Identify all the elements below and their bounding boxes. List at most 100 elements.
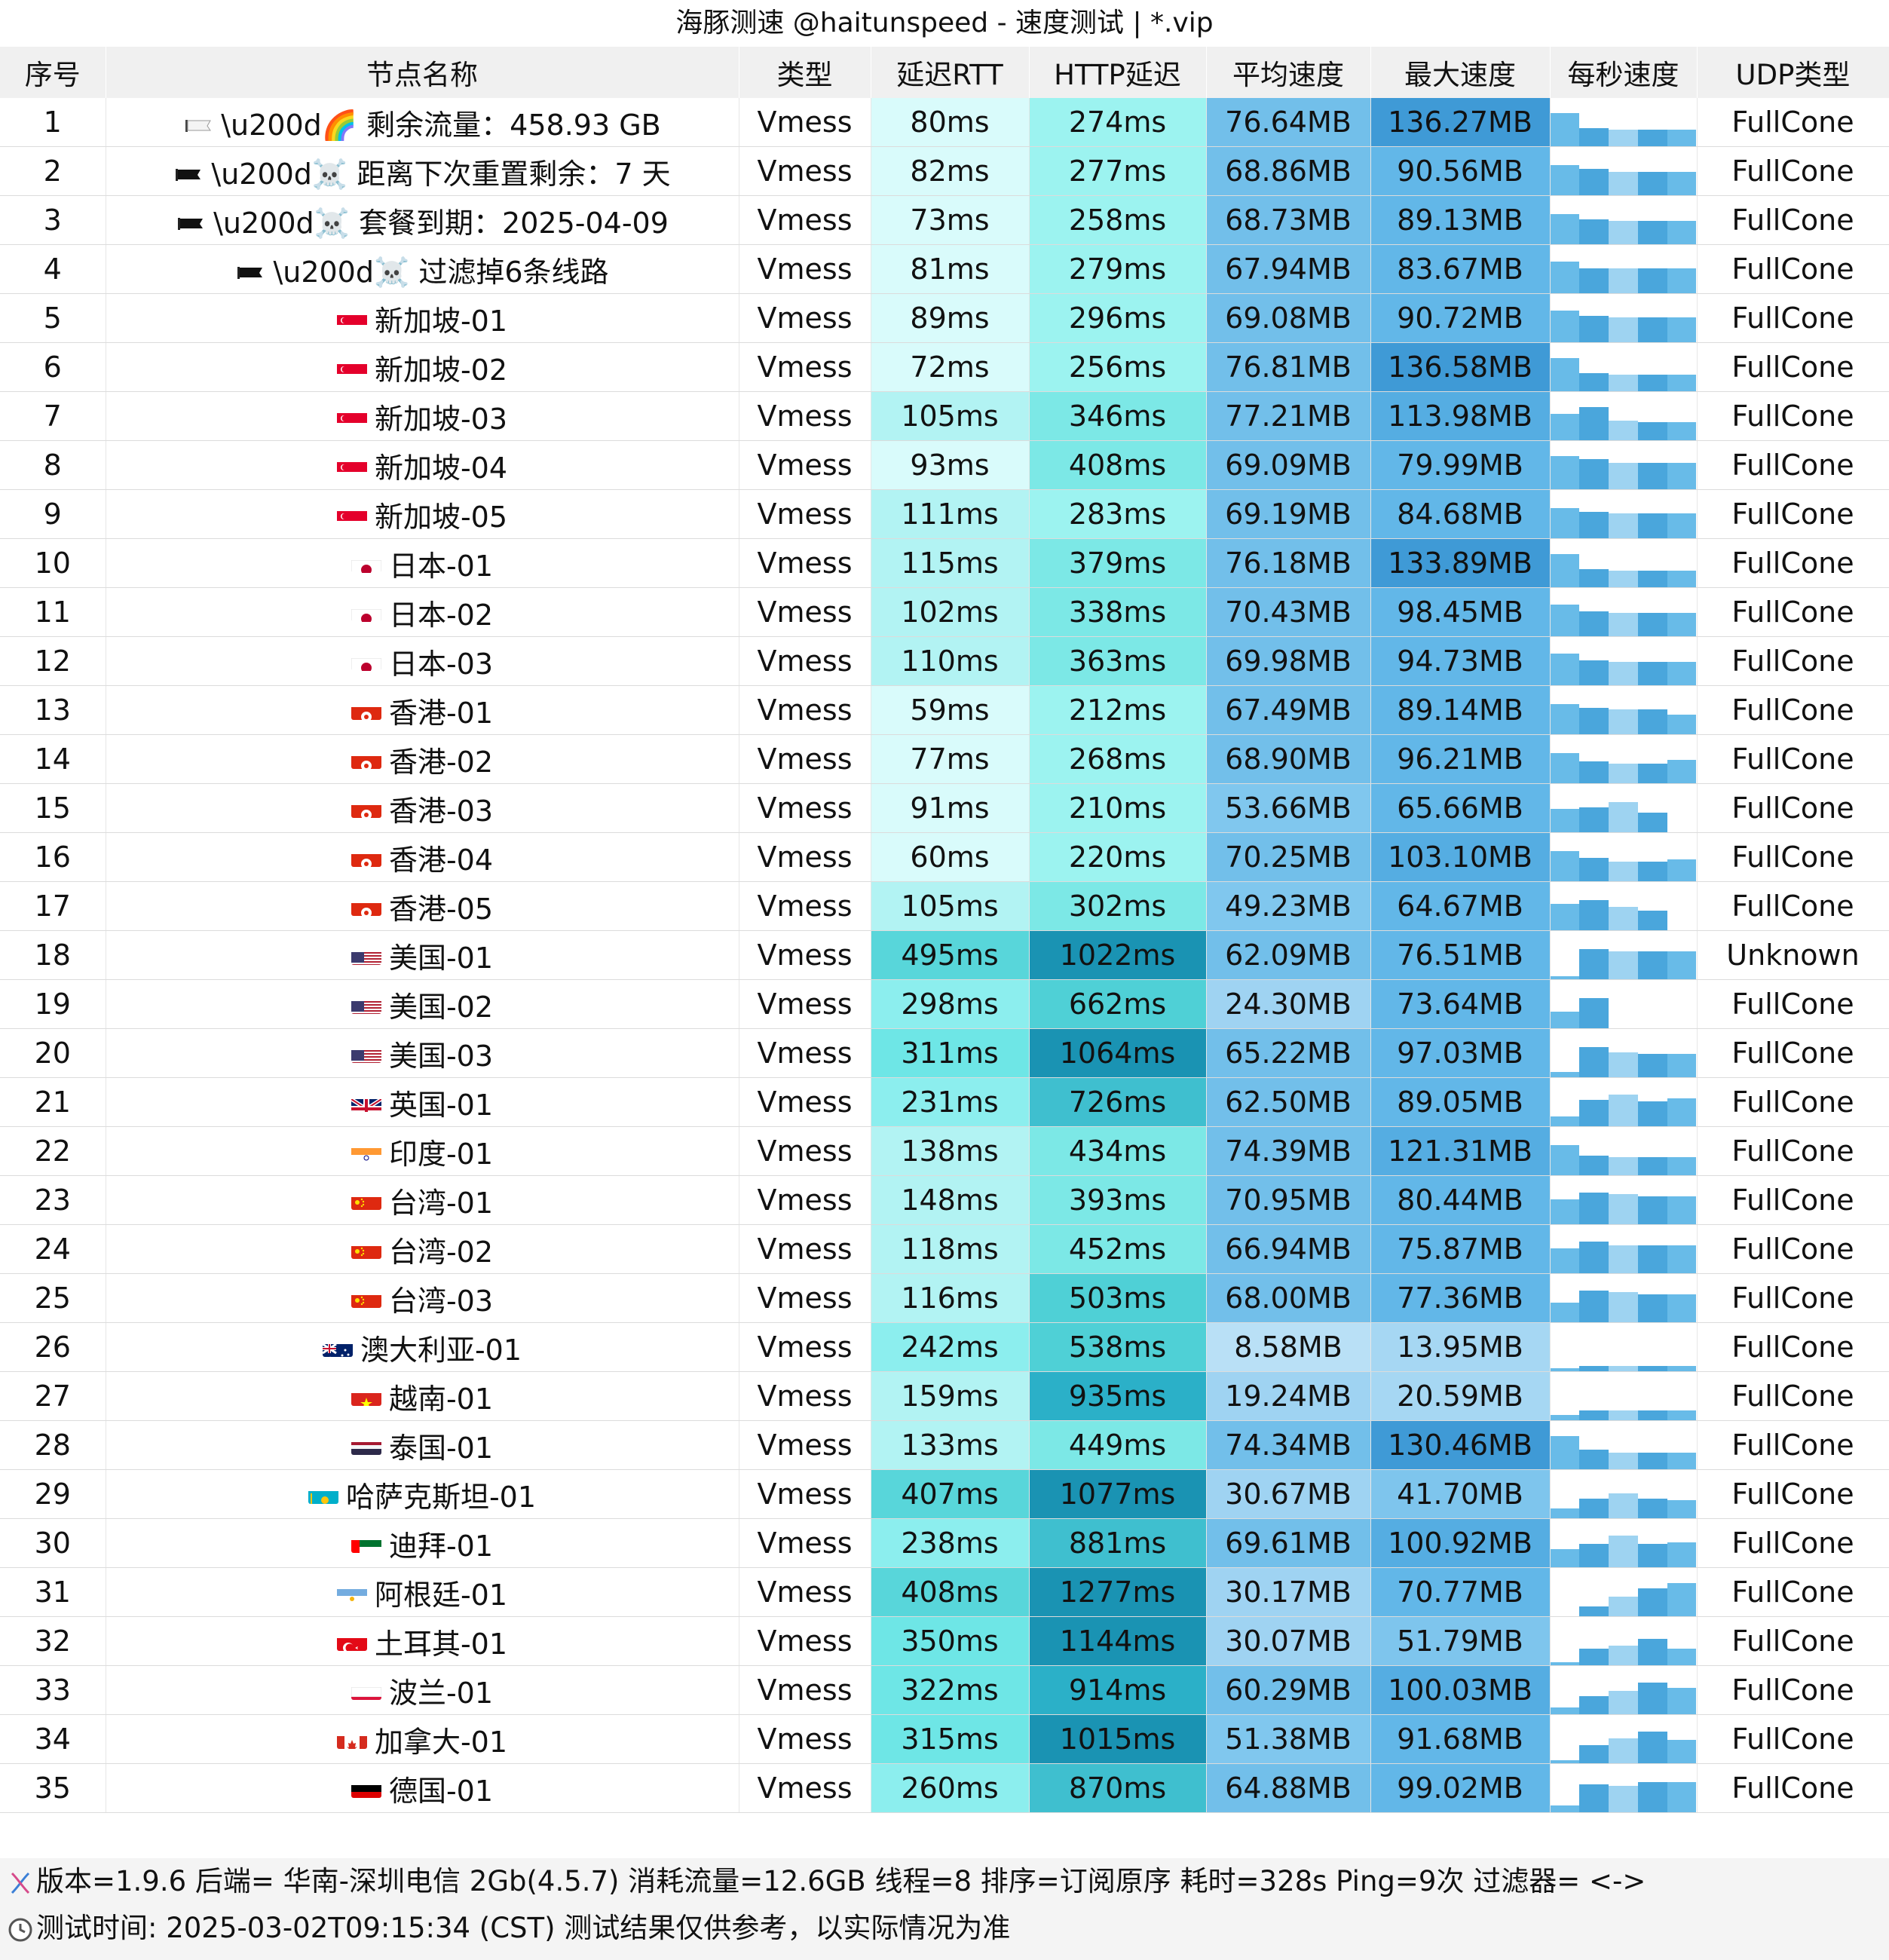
table-row[interactable]: 21 英国-01 Vmess 231ms 726ms 62.50MB 89.05MB Full… [0,1077,1889,1127]
node-name: 哈萨克斯坦-01 [345,1480,537,1514]
table-row[interactable]: 4 \u200d☠️ 过滤掉6条线路 Vmess 81ms 279ms 67.94MB 83… [0,244,1889,294]
table-row[interactable]: 33 波兰-01 Vmess 322ms 914ms 60.29MB 100.03MB Ful… [0,1665,1889,1715]
speed-bar [1579,1291,1609,1322]
speed-bar [1579,1696,1609,1714]
table-row[interactable]: 28 泰国-01 Vmess 133ms 449ms 74.34MB 130.46MB Ful… [0,1420,1889,1470]
table-row[interactable]: 14 香港-02 Vmess 77ms 268ms 68.90MB 96.21MB FullC… [0,734,1889,784]
speed-bar [1637,375,1667,391]
table-row[interactable]: 6 新加坡-02 Vmess 72ms 256ms 76.81MB 136.58MB Full… [0,342,1889,392]
table-row[interactable]: 17 香港-05 Vmess 105ms 302ms 49.23MB 64.67MB Full… [0,881,1889,931]
rtt-latency: 59ms [871,685,1030,735]
table-row[interactable]: 5 新加坡-01 Vmess 89ms 296ms 69.08MB 90.72MB FullC… [0,293,1889,343]
table-row[interactable]: 34 加拿大-01 Vmess 315ms 1015ms 51.38MB 91.68MB Fu… [0,1714,1889,1764]
per-second-sparkline [1550,636,1698,686]
table-row[interactable]: 31 阿根廷-01 Vmess 408ms 1277ms 30.17MB 70.77MB Fu… [0,1567,1889,1617]
table-row[interactable]: 29 哈萨克斯坦-01 Vmess 407ms 1077ms 30.67MB 41.70MB… [0,1469,1889,1519]
table-row[interactable]: 30 迪拜-01 Vmess 238ms 881ms 69.61MB 100.92MB Ful… [0,1518,1889,1568]
col-header-max-speed[interactable]: 最大速度 [1370,47,1551,98]
row-index: 3 [0,195,106,245]
node-type: Vmess [739,1126,871,1176]
speed-bar [1579,316,1609,342]
max-speed: 73.64MB [1370,979,1551,1029]
col-header-per-second[interactable]: 每秒速度 [1550,47,1698,98]
table-row[interactable]: 22 印度-01 Vmess 138ms 434ms 74.39MB 121.31MB Ful… [0,1126,1889,1176]
table-row[interactable]: 1 \u200d🌈 剩余流量：458.93 GB Vmess 80ms 274ms 76.… [0,98,1889,147]
table-row[interactable]: 27 越南-01 Vmess 159ms 935ms 19.24MB 20.59MB Full… [0,1371,1889,1421]
table-row[interactable]: 26 澳大利亚-01 Vmess 242ms 538ms 8.58MB 13.95MB Ful… [0,1322,1889,1372]
col-header-udp-type[interactable]: UDP类型 [1697,47,1889,98]
speed-bar [1579,1156,1609,1175]
node-type: Vmess [739,1420,871,1470]
hk-flag-icon [351,749,381,769]
speed-bar [1609,571,1638,587]
table-row[interactable]: 7 新加坡-03 Vmess 105ms 346ms 77.21MB 113.98MB Ful… [0,391,1889,441]
rtt-latency: 231ms [871,1077,1030,1127]
speed-bar [1637,709,1667,734]
speed-bar [1550,605,1580,636]
table-row[interactable]: 16 香港-04 Vmess 60ms 220ms 70.25MB 103.10MB Full… [0,832,1889,882]
table-row[interactable]: 10 日本-01 Vmess 115ms 379ms 76.18MB 133.89MB Ful… [0,538,1889,588]
table-row[interactable]: 24 台湾-02 Vmess 118ms 452ms 66.94MB 75.87MB Full… [0,1224,1889,1274]
avg-speed: 65.22MB [1206,1028,1371,1078]
rtt-latency: 115ms [871,538,1030,588]
node-type: Vmess [739,979,871,1029]
speed-bar [1579,660,1609,685]
tw-flag-icon [351,1239,381,1259]
table-row[interactable]: 12 日本-03 Vmess 110ms 363ms 69.98MB 94.73MB Full… [0,636,1889,686]
table-row[interactable]: 9 新加坡-05 Vmess 111ms 283ms 69.19MB 84.68MB Full… [0,489,1889,539]
node-name: 日本-01 [388,549,494,583]
table-row[interactable]: 25 台湾-03 Vmess 116ms 503ms 68.00MB 77.36MB Full… [0,1273,1889,1323]
speed-bar [1550,508,1580,538]
max-speed: 65.66MB [1370,783,1551,833]
table-row[interactable]: 32 土耳其-01 Vmess 350ms 1144ms 30.07MB 51.79MB Fu… [0,1616,1889,1666]
col-header-rtt[interactable]: 延迟RTT [871,47,1030,98]
udp-type: FullCone [1697,1763,1889,1813]
col-header-index[interactable]: 序号 [0,47,106,98]
row-index: 12 [0,636,106,686]
col-header-avg-speed[interactable]: 平均速度 [1206,47,1371,98]
speed-bar [1609,951,1638,979]
node-type: Vmess [739,98,871,147]
per-second-sparkline [1550,195,1698,245]
speed-bar [1579,1649,1609,1665]
table-row[interactable]: 13 香港-01 Vmess 59ms 212ms 67.49MB 89.14MB FullC… [0,685,1889,735]
footer-text-1: 版本=1.9.6 后端= 华南-深圳电信 2Gb(4.5.7) 消耗流量=12.… [36,1865,1646,1897]
http-latency: 393ms [1029,1175,1207,1225]
col-header-type[interactable]: 类型 [739,47,871,98]
col-header-http-latency[interactable]: HTTP延迟 [1029,47,1207,98]
node-type: Vmess [739,734,871,784]
speed-bar [1550,1248,1580,1273]
node-type: Vmess [739,1616,871,1666]
avg-speed: 30.17MB [1206,1567,1371,1617]
http-latency: 503ms [1029,1273,1207,1323]
row-index: 1 [0,98,106,147]
speed-bar [1579,611,1609,636]
speed-bar [1550,1662,1580,1665]
table-row[interactable]: 8 新加坡-04 Vmess 93ms 408ms 69.09MB 79.99MB FullC… [0,440,1889,490]
table-row[interactable]: 15 香港-03 Vmess 91ms 210ms 53.66MB 65.66MB FullC… [0,783,1889,833]
table-row[interactable]: 20 美国-03 Vmess 311ms 1064ms 65.22MB 97.03MB Ful… [0,1028,1889,1078]
table-row[interactable]: 19 美国-02 Vmess 298ms 662ms 24.30MB 73.64MB Full… [0,979,1889,1029]
table-row[interactable]: 2 \u200d☠️ 距离下次重置剩余：7 天 Vmess 82ms 277ms 68.8… [0,146,1889,196]
table-row[interactable]: 3 \u200d☠️ 套餐到期：2025-04-09 Vmess 73ms 258ms 6… [0,195,1889,245]
speed-bar [1667,268,1696,293]
avg-speed: 49.23MB [1206,881,1371,931]
node-type: Vmess [739,1518,871,1568]
speed-bar [1637,1453,1667,1469]
per-second-sparkline [1550,1224,1698,1274]
table-row[interactable]: 23 台湾-01 Vmess 148ms 393ms 70.95MB 80.44MB Full… [0,1175,1889,1225]
us-flag-icon [351,994,381,1014]
table-row[interactable]: 11 日本-02 Vmess 102ms 338ms 70.43MB 98.45MB Full… [0,587,1889,637]
table-row[interactable]: 35 德国-01 Vmess 260ms 870ms 64.88MB 99.02MB Full… [0,1763,1889,1813]
rtt-latency: 407ms [871,1469,1030,1519]
row-index: 19 [0,979,106,1029]
speed-bar [1667,1196,1696,1224]
table-row[interactable]: 18 美国-01 Vmess 495ms 1022ms 62.09MB 76.51MB Unk… [0,930,1889,980]
http-latency: 296ms [1029,293,1207,343]
col-header-node-name[interactable]: 节点名称 [106,47,739,98]
ca-flag-icon [336,1729,367,1749]
row-index: 4 [0,244,106,294]
row-index: 9 [0,489,106,539]
rtt-latency: 138ms [871,1126,1030,1176]
row-index: 33 [0,1665,106,1715]
